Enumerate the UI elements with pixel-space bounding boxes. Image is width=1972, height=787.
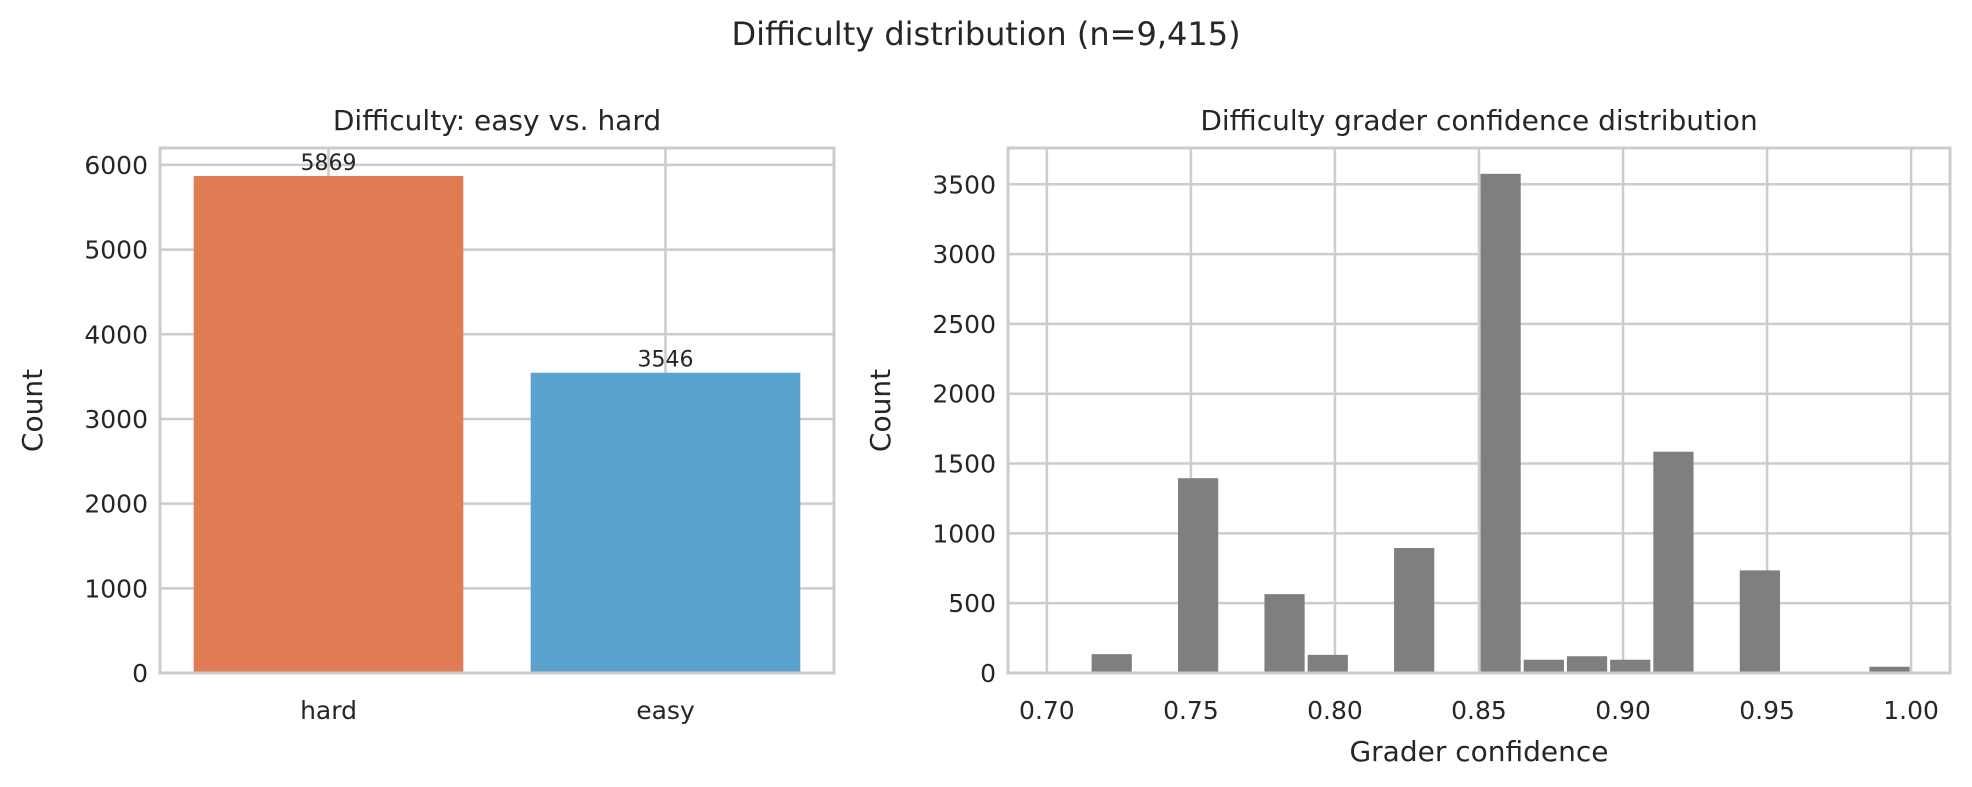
y-axis-label: Count: [16, 369, 49, 452]
x-axis-label: Grader confidence: [1349, 735, 1608, 768]
y-tick-label: 500: [948, 589, 996, 618]
y-tick-label: 3500: [932, 170, 996, 199]
y-tick-label: 2000: [84, 490, 148, 519]
chart-title: Difficulty: easy vs. hard: [333, 104, 661, 137]
confidence-histogram: 0 500 1000 1500 2000 2500 3000 3500 0.70 0.75 0.80…: [864, 104, 1952, 768]
histogram-bar: [1178, 478, 1219, 673]
y-tick-label: 2500: [932, 310, 996, 339]
y-tick-label: 1500: [932, 450, 996, 479]
y-tick-label: 5000: [84, 236, 148, 265]
chart-title: Difficulty grader confidence distributio…: [1200, 104, 1757, 137]
histogram-bar: [1523, 659, 1564, 673]
x-tick-label: 0.80: [1307, 696, 1363, 725]
histogram-bar: [1566, 656, 1608, 673]
figure-title: Difficulty distribution (n=9,415): [731, 15, 1240, 53]
histogram-bar: [1394, 548, 1435, 673]
y-tick-label: 0: [132, 659, 148, 688]
x-tick-label: hard: [300, 696, 357, 725]
y-tick-label: 3000: [84, 405, 148, 434]
x-tick-label: easy: [636, 696, 695, 725]
histogram-bar: [1480, 173, 1521, 673]
y-tick-label: 6000: [84, 151, 148, 180]
x-tick-label: 0.75: [1163, 696, 1219, 725]
y-axis-label: Count: [864, 369, 897, 452]
y-tick-label: 0: [980, 659, 996, 688]
y-tick-label: 1000: [84, 574, 148, 603]
bar-value-label: 3546: [638, 348, 694, 373]
histogram-bar: [1739, 570, 1780, 673]
y-tick-label: 3000: [932, 240, 996, 269]
x-tick-label: 1.00: [1883, 696, 1939, 725]
x-tick-label: 0.85: [1451, 696, 1507, 725]
histogram-bar: [1307, 654, 1348, 673]
x-tick-label: 0.95: [1739, 696, 1795, 725]
plot-frame: [158, 146, 836, 675]
bar-value-label: 5869: [301, 151, 357, 176]
histogram-bar: [1091, 654, 1132, 673]
histogram-bar: [1610, 659, 1651, 673]
plot-frame: [1006, 146, 1952, 675]
y-tick-label: 1000: [932, 519, 996, 548]
histogram-bar: [1264, 594, 1305, 673]
bar-easy: [530, 372, 801, 673]
y-tick-label: 4000: [84, 320, 148, 349]
y-tick-label: 2000: [932, 380, 996, 409]
x-tick-label: 0.70: [1019, 696, 1075, 725]
difficulty-bar-chart: 0 1000 2000 3000 4000 5000 6000 5869 hard 3546 eas…: [16, 104, 836, 725]
x-tick-label: 0.90: [1595, 696, 1651, 725]
histogram-bar: [1653, 451, 1694, 673]
histogram-bar: [1869, 666, 1910, 673]
bar-hard: [193, 176, 464, 673]
